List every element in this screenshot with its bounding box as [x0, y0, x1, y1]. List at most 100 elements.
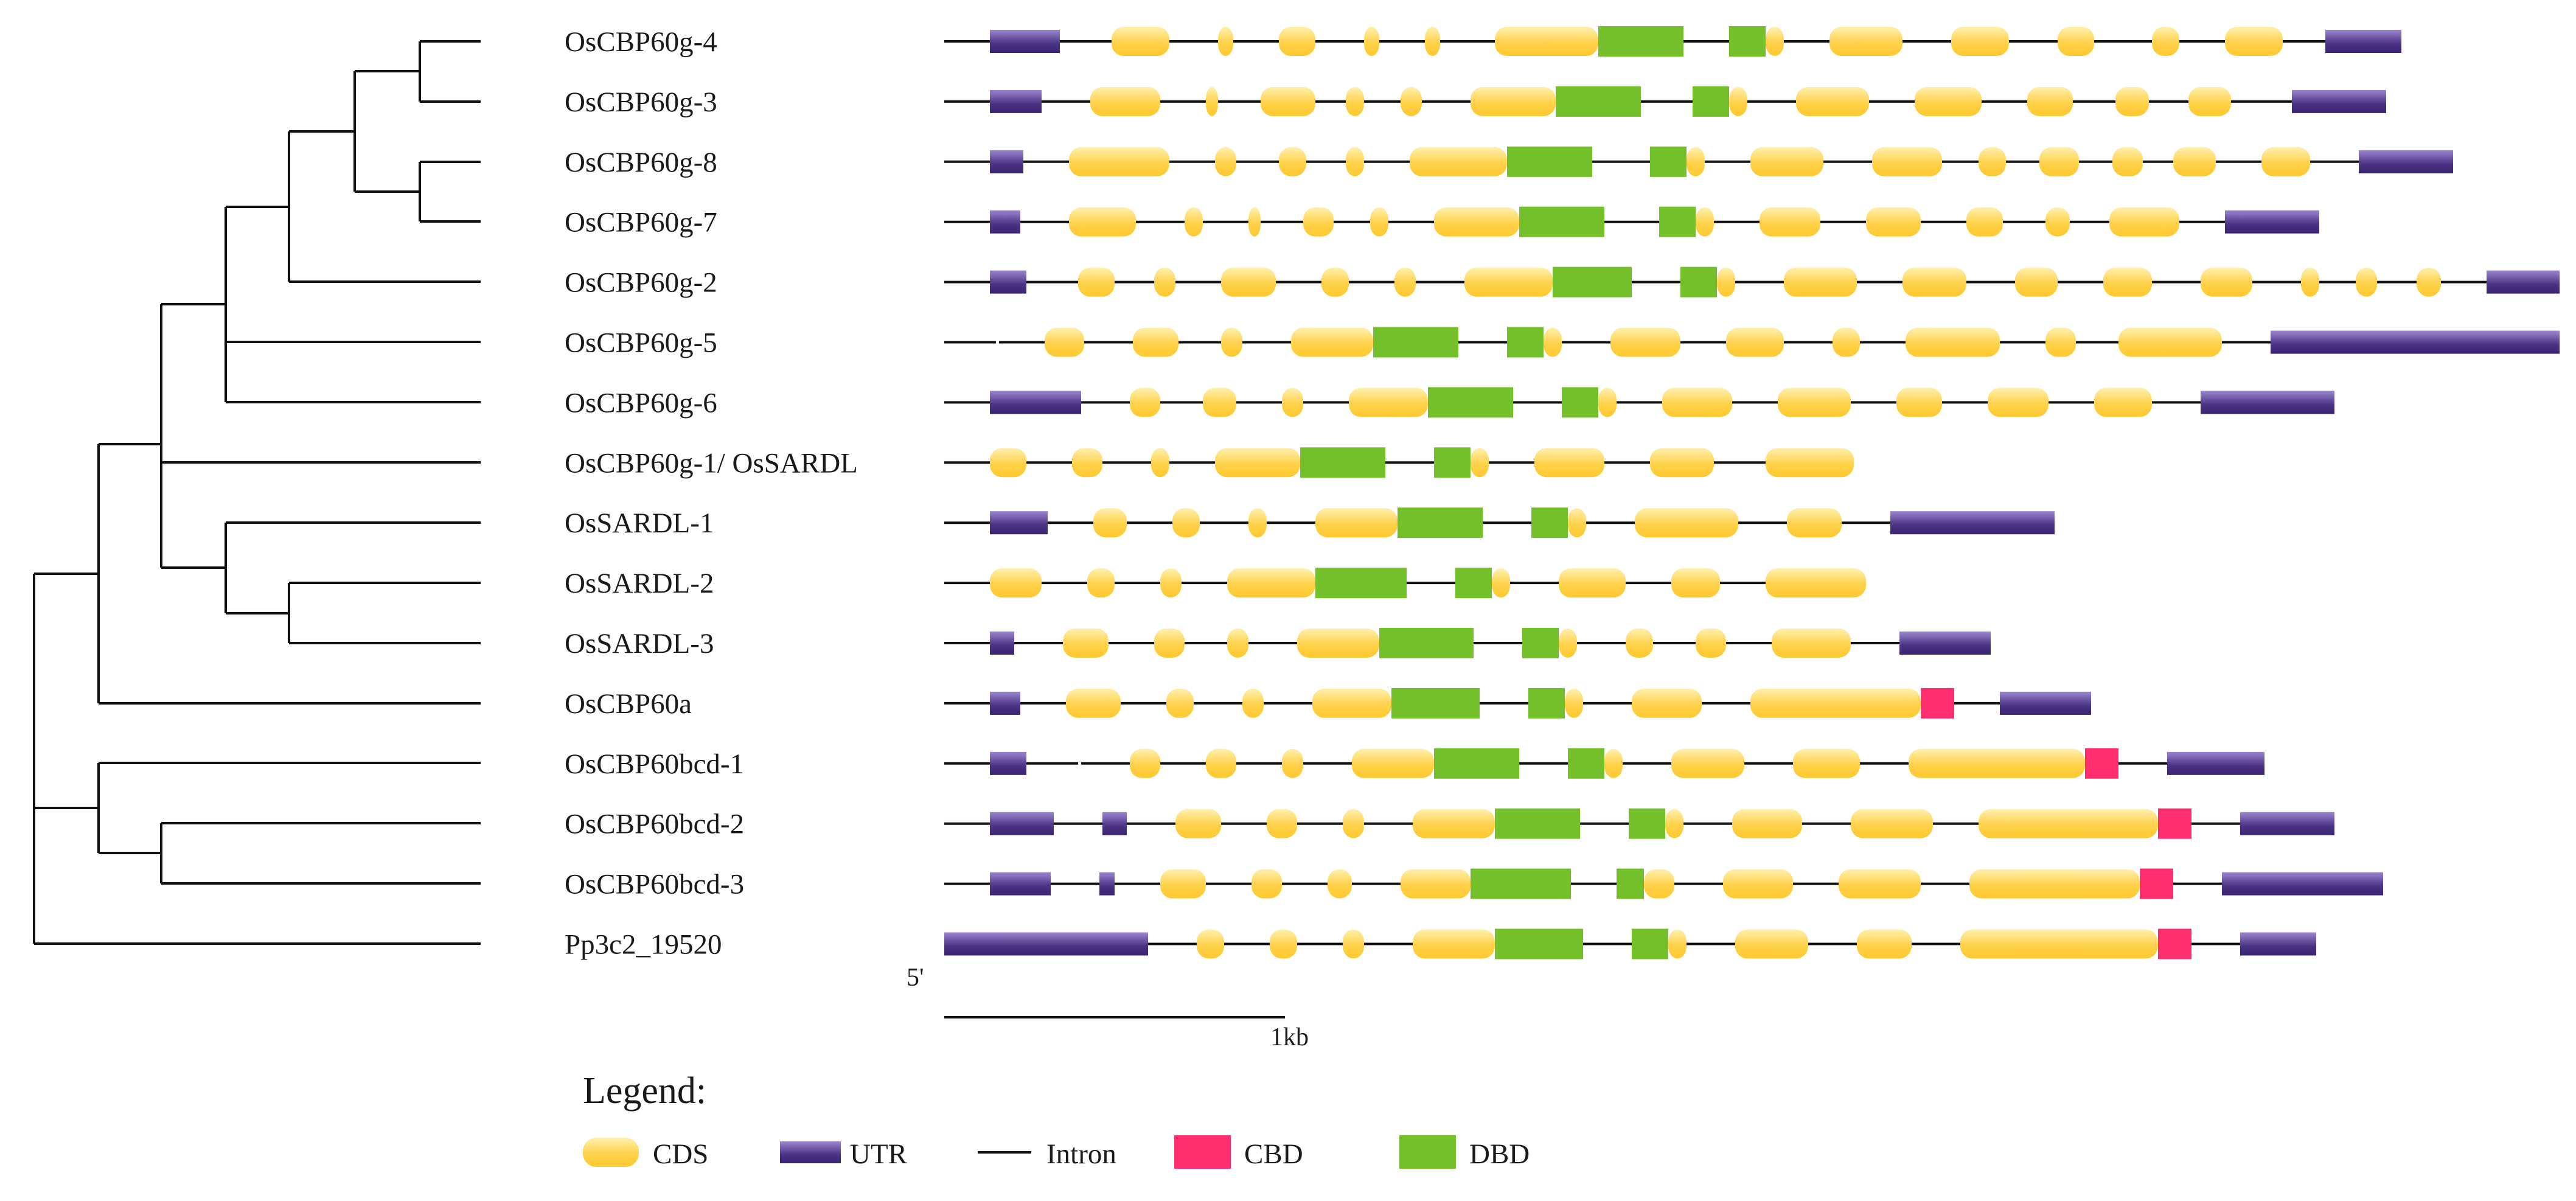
cds-exon	[1410, 147, 1507, 176]
legend-cbd-swatch	[1174, 1135, 1231, 1169]
cds-exon	[1796, 86, 1869, 116]
gene-row	[944, 808, 2334, 839]
cds-exon	[1793, 748, 1860, 778]
utr-segment	[2271, 330, 2560, 354]
dbd-domain	[1507, 146, 1592, 177]
legend-title: Legend:	[583, 1070, 706, 1112]
cbd-domain	[1921, 688, 1954, 719]
cds-exon	[1896, 388, 1942, 417]
cds-exon	[1154, 628, 1185, 658]
cds-exon	[1242, 688, 1264, 718]
utr-segment	[990, 391, 1081, 414]
cds-exon	[2045, 207, 2070, 237]
cds-exon	[1069, 147, 1169, 176]
legend-cds-swatch	[583, 1138, 639, 1167]
cds-exon	[1434, 207, 1519, 237]
gene-label: OsCBP60g-3	[565, 86, 717, 118]
cds-exon	[1160, 869, 1206, 899]
cds-exon	[2301, 267, 2319, 297]
cds-exon	[1133, 327, 1178, 357]
cds-exon	[1732, 809, 1802, 838]
gene-row	[944, 266, 2560, 298]
cds-exon	[1717, 267, 1735, 297]
cds-exon	[990, 568, 1042, 598]
utr-segment	[990, 812, 1054, 835]
cds-exon	[2115, 86, 2149, 116]
cds-exon	[1261, 86, 1315, 116]
cds-exon	[1729, 86, 1747, 116]
cds-exon	[1315, 508, 1398, 538]
gene-label: OsCBP60g-1/ OsSARDL	[565, 447, 858, 479]
cds-exon	[1626, 628, 1653, 658]
utr-segment	[990, 210, 1020, 234]
cds-exon	[1787, 508, 1842, 538]
gene-label: OsCBP60g-6	[565, 387, 717, 419]
cds-exon	[1346, 147, 1364, 176]
cds-exon	[2039, 147, 2079, 176]
scale-bar-label: 1kb	[1270, 1023, 1309, 1051]
gene-labels: OsCBP60g-4 OsCBP60g-3 OsCBP60g-8 OsCBP60g-7…	[565, 26, 858, 961]
cds-exon	[1632, 688, 1702, 718]
cds-exon	[1966, 207, 2003, 237]
cds-exon	[1370, 207, 1388, 237]
cds-exon	[1559, 628, 1577, 658]
dbd-domain	[1556, 86, 1641, 117]
cds-exon	[1750, 147, 1823, 176]
gene-label: Pp3c2_19520	[565, 929, 722, 961]
gene-row	[944, 928, 2316, 959]
cds-exon	[1915, 86, 1982, 116]
legend: Legend: CDS UTR Intron CBD DBD	[583, 1070, 1530, 1170]
dbd-domain	[1680, 266, 1717, 298]
cds-exon	[1297, 628, 1379, 658]
cds-exon	[1206, 748, 1236, 778]
utr-segment	[990, 30, 1060, 53]
cds-exon	[1902, 267, 1966, 297]
gene-row	[944, 568, 1866, 599]
utr-segment	[1890, 511, 2055, 535]
cds-exon	[1352, 748, 1434, 778]
gene-row	[944, 327, 2560, 358]
utr-segment	[990, 511, 1048, 535]
cds-exon	[1291, 327, 1373, 357]
cds-exon	[2225, 27, 2283, 56]
legend-cbd-label: CBD	[1244, 1138, 1303, 1170]
legend-utr-label: UTR	[850, 1138, 908, 1170]
cds-exon	[1598, 388, 1617, 417]
cds-exon	[1979, 147, 2006, 176]
cds-exon	[1696, 628, 1726, 658]
gene-structures	[944, 26, 2560, 959]
cds-exon	[1568, 508, 1586, 538]
cbd-domain	[2158, 808, 2191, 839]
cds-exon	[1766, 568, 1866, 598]
cds-exon	[1063, 628, 1109, 658]
dbd-domain	[1315, 568, 1407, 599]
cds-exon	[1112, 27, 1169, 56]
cds-exon	[1206, 86, 1218, 116]
cds-exon	[1364, 27, 1379, 56]
cds-exon	[1218, 27, 1233, 56]
cds-exon	[1279, 147, 1306, 176]
gene-label: OsSARDL-1	[565, 507, 714, 539]
cds-exon	[1343, 809, 1364, 838]
cds-exon	[1346, 86, 1364, 116]
cds-exon	[1735, 929, 1808, 959]
dbd-domain	[1522, 628, 1559, 658]
cds-exon	[2045, 327, 2076, 357]
cds-exon	[1495, 27, 1598, 56]
cds-exon	[1160, 568, 1182, 598]
cds-exon	[1829, 27, 1902, 56]
cds-exon	[1090, 86, 1160, 116]
cds-exon	[1227, 568, 1315, 598]
cds-exon	[1909, 748, 2085, 778]
utr-segment	[990, 150, 1023, 173]
dbd-domain	[1693, 86, 1729, 117]
cds-exon	[1215, 448, 1300, 478]
utr-segment	[2487, 270, 2560, 294]
cds-exon	[1464, 267, 1553, 297]
gene-label: OsCBP60g-2	[565, 267, 717, 299]
dbd-domain	[1300, 447, 1385, 478]
cds-exon	[1784, 267, 1857, 297]
cds-exon	[1723, 869, 1793, 899]
cds-exon	[1279, 27, 1315, 56]
utr-segment	[2167, 751, 2264, 775]
